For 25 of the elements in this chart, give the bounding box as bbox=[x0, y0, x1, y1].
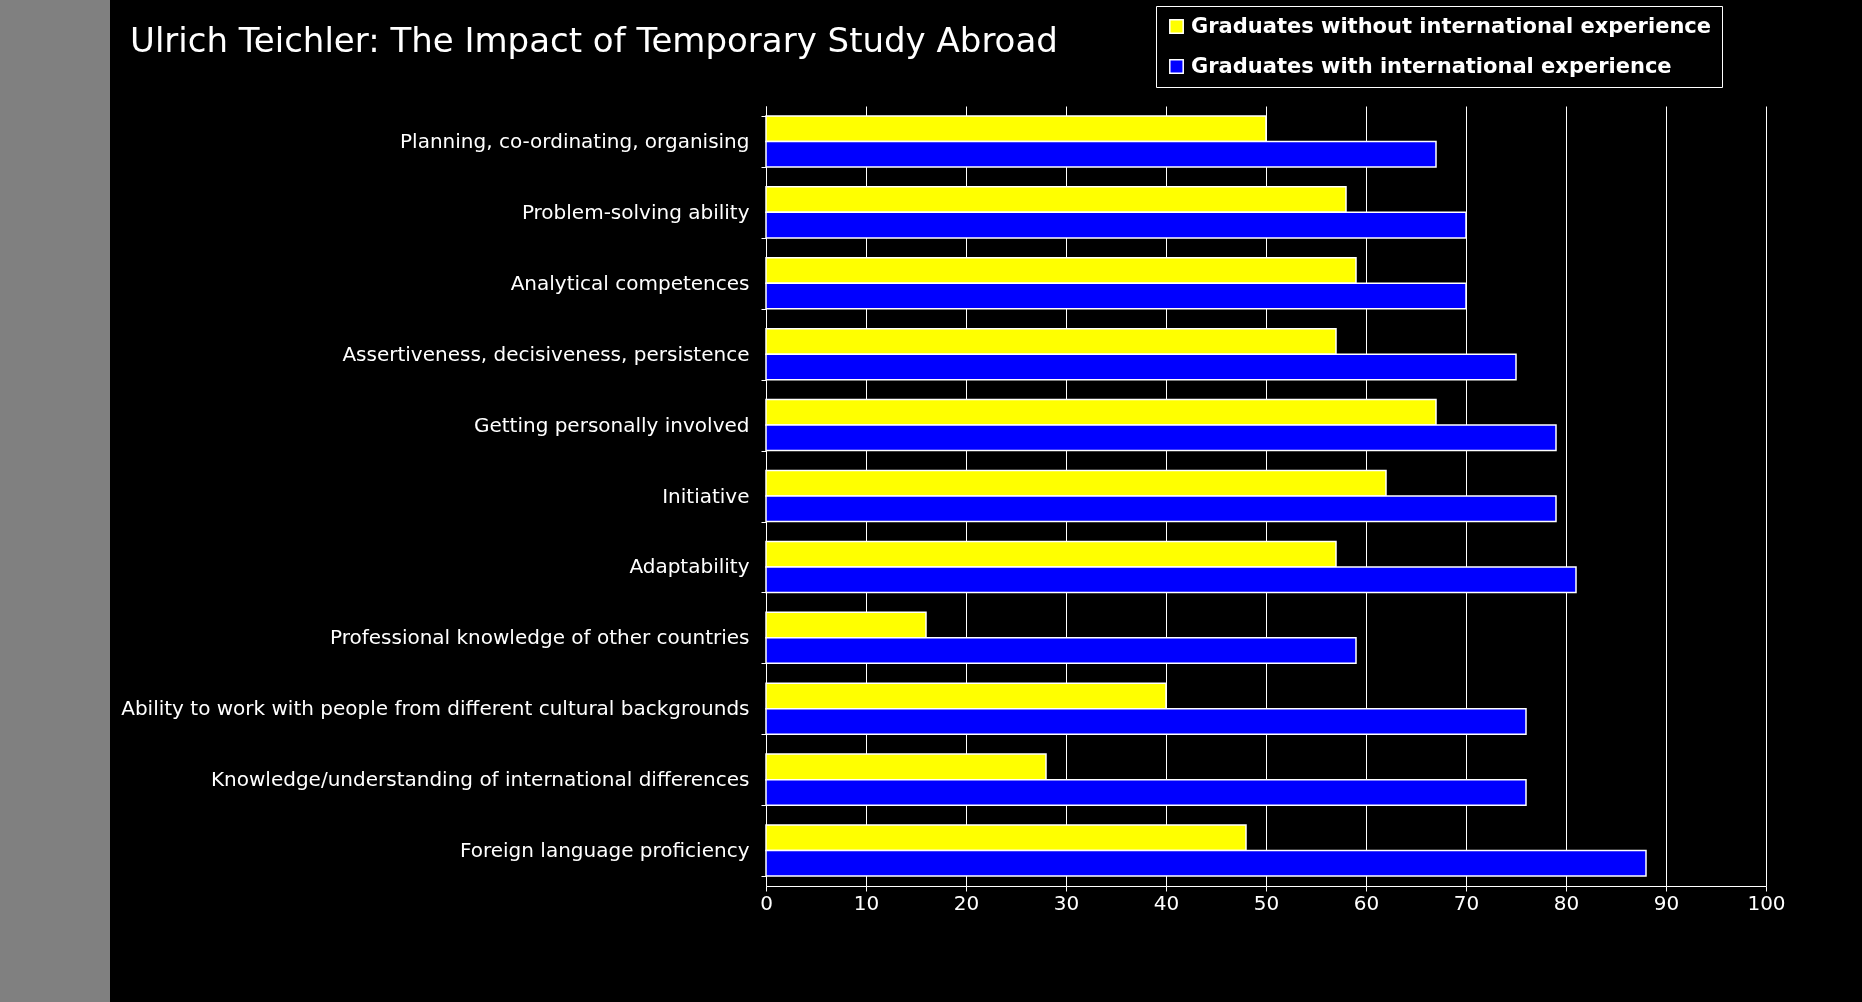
x-tick-label: 30 bbox=[1053, 890, 1080, 915]
legend-label: Graduates without international experience bbox=[1191, 13, 1712, 38]
x-tick-label: 90 bbox=[1653, 890, 1680, 915]
y-tick-label: Professional knowledge of other countries bbox=[329, 625, 750, 650]
x-tick-label: 70 bbox=[1453, 890, 1480, 915]
y-tick-label: Foreign language proficiency bbox=[459, 838, 750, 863]
y-tick-label: Ability to work with people from different cultural backgrounds bbox=[121, 696, 750, 721]
y-tick-label: Problem-solving ability bbox=[521, 199, 750, 224]
x-tick-label: 40 bbox=[1153, 890, 1180, 915]
x-tick-label: 0 bbox=[760, 890, 773, 915]
x-tick-label: 20 bbox=[953, 890, 980, 915]
y-tick-label: Adaptability bbox=[629, 554, 750, 579]
x-tick-label: 10 bbox=[853, 890, 880, 915]
y-tick-label: Getting personally involved bbox=[473, 412, 750, 437]
y-tick-label: Knowledge/understanding of international differences bbox=[210, 767, 750, 792]
y-tick-label: Initiative bbox=[662, 483, 750, 508]
x-tick-label: 100 bbox=[1747, 890, 1786, 915]
y-tick-label: Assertiveness, decisiveness, persistence bbox=[342, 341, 750, 366]
y-tick-label: Planning, co-ordinating, organising bbox=[400, 128, 750, 153]
y-tick-label: Analytical competences bbox=[510, 270, 750, 295]
x-tick-label: 50 bbox=[1253, 890, 1280, 915]
legend-label: Graduates with international experience bbox=[1191, 53, 1672, 78]
text: Ulrich Teichler: The Impact of Temporary Study Abroad bbox=[130, 20, 1058, 60]
x-tick-label: 60 bbox=[1353, 890, 1380, 915]
x-tick-label: 80 bbox=[1553, 890, 1580, 915]
